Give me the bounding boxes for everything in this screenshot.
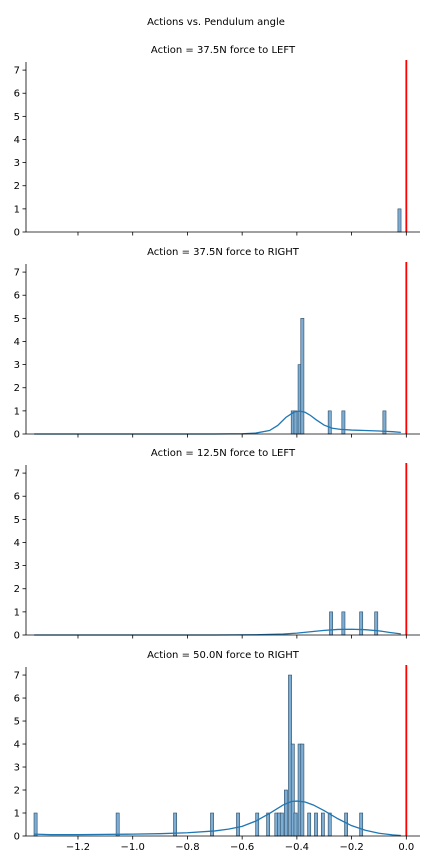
- y-tick-label: 2: [14, 584, 20, 595]
- histogram-bar: [210, 812, 214, 837]
- y-tick-label: 5: [14, 515, 20, 526]
- y-tick-label: 6: [14, 694, 20, 705]
- y-tick-label: 3: [14, 360, 20, 371]
- y-tick-label: 1: [14, 204, 20, 215]
- subplot-title: Action = 37.5N force to LEFT: [151, 45, 296, 56]
- subplot-3: Action = 12.5N force to LEFT 0 1 2 3 4 5 6 7: [14, 448, 420, 642]
- y-tick-label: 1: [14, 406, 20, 417]
- histogram-bar: [341, 410, 346, 435]
- y-tick-label: 5: [14, 717, 20, 728]
- kde-curve: [34, 628, 401, 636]
- histogram-bar: [374, 611, 379, 636]
- histogram-bar: [329, 611, 333, 636]
- y-tick-label: 2: [14, 786, 20, 797]
- y-tick-label: 5: [14, 112, 20, 123]
- y-tick-label: 3: [14, 763, 20, 774]
- histogram-bar: [293, 812, 298, 837]
- subplot-2: Action = 37.5N force to RIGHT 0 1 2 3 4 5 6 7: [14, 247, 420, 441]
- x-tick-label: −0.2: [339, 842, 363, 853]
- y-tick-label: 3: [14, 158, 20, 169]
- subplot-4: Action = 50.0N force to RIGHT 0 1 2 3 4 5 6 7 −1.…: [14, 650, 420, 853]
- y-tick-label: 2: [14, 383, 20, 394]
- histogram-bar: [382, 410, 387, 435]
- y-tick-label: 4: [14, 538, 20, 549]
- y-tick-label: 3: [14, 561, 20, 572]
- y-tick-label: 0: [14, 631, 20, 642]
- histogram-bar: [314, 812, 318, 837]
- histogram-bar: [300, 743, 305, 837]
- y-tick-label: 1: [14, 809, 20, 820]
- subplot-1: Action = 37.5N force to LEFT 0 1 2 3 4 5 6 7: [14, 45, 420, 239]
- y-tick-label: 4: [14, 135, 20, 146]
- y-tick-label: 6: [14, 492, 20, 503]
- histogram-bar: [327, 812, 332, 837]
- y-tick-label: 0: [14, 832, 20, 843]
- histogram-bar: [33, 812, 38, 837]
- histogram-bar: [279, 812, 284, 837]
- y-tick-label: 7: [14, 671, 20, 682]
- histogram-bar: [359, 611, 364, 636]
- subplot-title: Action = 50.0N force to RIGHT: [147, 650, 300, 661]
- y-tick-label: 7: [14, 66, 20, 77]
- y-tick-label: 7: [14, 268, 20, 279]
- y-tick-label: 4: [14, 740, 20, 751]
- x-tick-label: −0.8: [175, 842, 199, 853]
- histogram-bar: [293, 410, 298, 435]
- y-tick-label: 7: [14, 469, 20, 480]
- x-tick-label: −1.0: [121, 842, 145, 853]
- y-tick-label: 4: [14, 337, 20, 348]
- histogram-bar: [341, 611, 346, 636]
- y-tick-label: 0: [14, 430, 20, 441]
- histogram-bar: [359, 812, 364, 837]
- y-tick-label: 6: [14, 89, 20, 100]
- histogram-bar: [236, 812, 240, 837]
- x-tick-label: −0.6: [230, 842, 254, 853]
- x-tick-label: 0.0: [398, 842, 414, 853]
- kde-curve: [34, 800, 401, 837]
- x-tick-label: −0.4: [285, 842, 309, 853]
- kde-curve: [34, 410, 401, 435]
- histogram-bar: [255, 812, 260, 837]
- subplot-title: Action = 12.5N force to LEFT: [151, 448, 296, 459]
- subplot-title: Action = 37.5N force to RIGHT: [147, 247, 300, 258]
- histogram-bar: [115, 812, 120, 837]
- histogram-bar: [320, 812, 325, 837]
- histogram-bar: [307, 812, 312, 837]
- histogram-bar: [266, 812, 271, 837]
- x-tick-label: −1.2: [66, 842, 90, 853]
- y-tick-label: 2: [14, 181, 20, 192]
- y-tick-label: 1: [14, 607, 20, 618]
- histogram-bar: [300, 318, 305, 435]
- figure-title: Actions vs. Pendulum angle: [147, 17, 285, 28]
- y-tick-label: 6: [14, 291, 20, 302]
- histogram-bar: [344, 812, 348, 837]
- histogram-bar: [327, 410, 332, 435]
- y-tick-label: 5: [14, 314, 20, 325]
- y-tick-label: 0: [14, 228, 20, 239]
- histogram-bar: [284, 789, 288, 837]
- histogram-bar: [397, 208, 402, 233]
